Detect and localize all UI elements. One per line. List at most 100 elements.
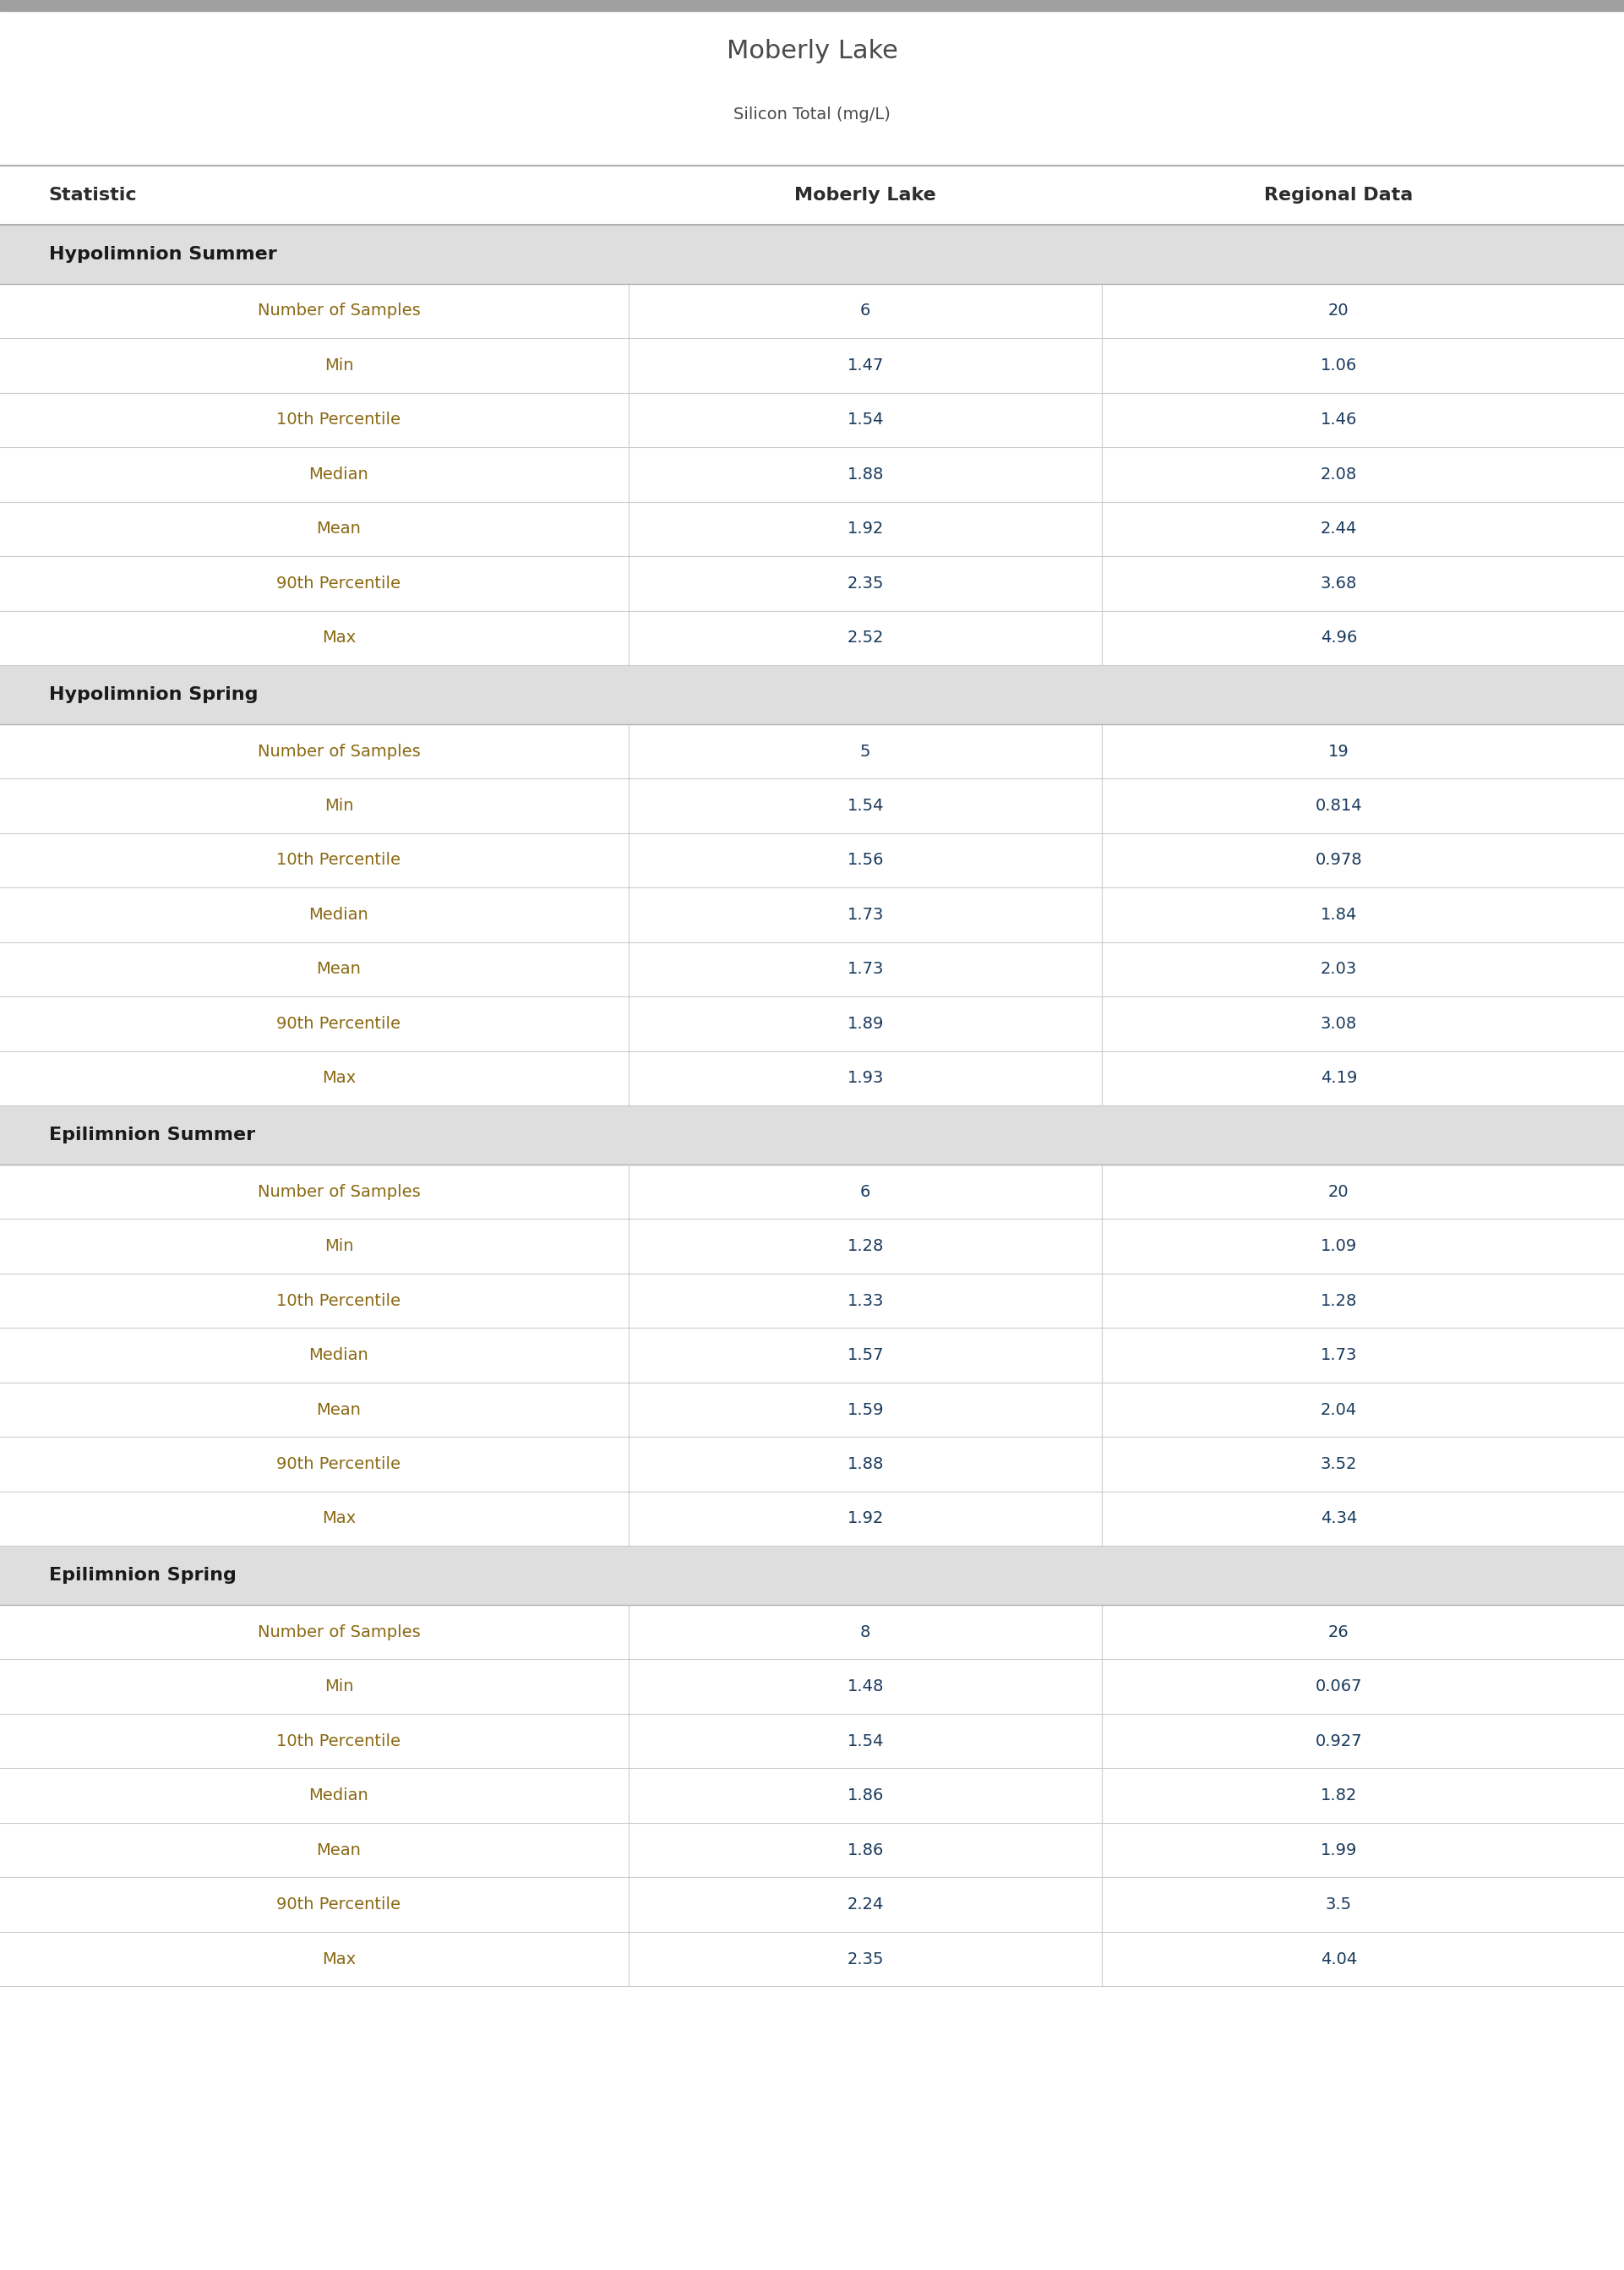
Text: 0.978: 0.978 xyxy=(1315,851,1363,869)
Text: 6: 6 xyxy=(861,1183,870,1201)
Text: 4.34: 4.34 xyxy=(1320,1510,1358,1528)
Text: 1.54: 1.54 xyxy=(848,797,883,815)
Text: Epilimnion Spring: Epilimnion Spring xyxy=(49,1566,235,1584)
Text: 1.47: 1.47 xyxy=(848,356,883,375)
Text: 3.08: 3.08 xyxy=(1320,1015,1358,1033)
Bar xyxy=(0,502,1624,556)
Text: 1.56: 1.56 xyxy=(848,851,883,869)
Text: 1.92: 1.92 xyxy=(848,1510,883,1528)
Text: Moberly Lake: Moberly Lake xyxy=(794,186,937,204)
Bar xyxy=(0,997,1624,1051)
Text: 0.067: 0.067 xyxy=(1315,1678,1363,1696)
Text: Number of Samples: Number of Samples xyxy=(257,742,421,760)
Text: 1.86: 1.86 xyxy=(848,1786,883,1805)
Text: 10th Percentile: 10th Percentile xyxy=(276,1292,401,1310)
Text: 1.59: 1.59 xyxy=(848,1401,883,1419)
Bar xyxy=(0,779,1624,833)
Bar xyxy=(0,338,1624,393)
Bar xyxy=(0,611,1624,665)
Text: 1.88: 1.88 xyxy=(848,1455,883,1473)
Text: Number of Samples: Number of Samples xyxy=(257,1183,421,1201)
Text: Min: Min xyxy=(325,1237,354,1255)
Bar xyxy=(0,393,1624,447)
Text: 1.89: 1.89 xyxy=(848,1015,883,1033)
Text: Median: Median xyxy=(309,906,369,924)
Text: 1.93: 1.93 xyxy=(848,1069,883,1087)
Bar xyxy=(0,1382,1624,1437)
Text: Number of Samples: Number of Samples xyxy=(257,1623,421,1641)
Bar xyxy=(0,942,1624,997)
Text: Median: Median xyxy=(309,1786,369,1805)
Text: Regional Data: Regional Data xyxy=(1263,186,1413,204)
Text: 2.52: 2.52 xyxy=(848,629,883,647)
Text: Max: Max xyxy=(322,629,356,647)
Text: Moberly Lake: Moberly Lake xyxy=(726,39,898,64)
Text: Min: Min xyxy=(325,797,354,815)
Text: Epilimnion Summer: Epilimnion Summer xyxy=(49,1126,255,1144)
Text: Min: Min xyxy=(325,1678,354,1696)
Bar xyxy=(0,1437,1624,1491)
Text: 8: 8 xyxy=(861,1623,870,1641)
Text: Max: Max xyxy=(322,1069,356,1087)
Bar xyxy=(0,1273,1624,1328)
Text: 19: 19 xyxy=(1328,742,1350,760)
Text: 3.5: 3.5 xyxy=(1325,1895,1351,1914)
Bar xyxy=(0,1932,1624,1986)
Bar xyxy=(0,1328,1624,1382)
Bar xyxy=(0,556,1624,611)
Text: 1.92: 1.92 xyxy=(848,520,883,538)
Bar xyxy=(0,1051,1624,1105)
Text: 90th Percentile: 90th Percentile xyxy=(276,574,401,592)
Text: Max: Max xyxy=(322,1510,356,1528)
Bar xyxy=(0,0,1624,11)
Text: 1.73: 1.73 xyxy=(848,960,883,978)
Text: 20: 20 xyxy=(1328,302,1350,320)
Text: 1.99: 1.99 xyxy=(1320,1841,1358,1859)
Text: Min: Min xyxy=(325,356,354,375)
Text: 4.04: 4.04 xyxy=(1320,1950,1358,1968)
Text: Mean: Mean xyxy=(317,1841,361,1859)
Text: 1.06: 1.06 xyxy=(1320,356,1358,375)
Bar xyxy=(0,665,1624,724)
Text: 10th Percentile: 10th Percentile xyxy=(276,851,401,869)
Text: 1.86: 1.86 xyxy=(848,1841,883,1859)
Text: 2.24: 2.24 xyxy=(848,1895,883,1914)
Text: 1.33: 1.33 xyxy=(848,1292,883,1310)
Text: 1.82: 1.82 xyxy=(1320,1786,1358,1805)
Text: 26: 26 xyxy=(1328,1623,1350,1641)
Text: 4.19: 4.19 xyxy=(1320,1069,1358,1087)
Bar xyxy=(0,1659,1624,1714)
Text: 1.28: 1.28 xyxy=(848,1237,883,1255)
Bar xyxy=(0,724,1624,779)
Text: Hypolimnion Summer: Hypolimnion Summer xyxy=(49,245,276,263)
Text: Max: Max xyxy=(322,1950,356,1968)
Text: 2.35: 2.35 xyxy=(848,1950,883,1968)
Text: Silicon Total (mg/L): Silicon Total (mg/L) xyxy=(734,107,890,123)
Bar xyxy=(0,1605,1624,1659)
Text: 1.54: 1.54 xyxy=(848,1732,883,1750)
Bar xyxy=(0,225,1624,284)
Text: Hypolimnion Spring: Hypolimnion Spring xyxy=(49,686,258,704)
Bar xyxy=(0,284,1624,338)
Bar xyxy=(0,1165,1624,1219)
Text: Statistic: Statistic xyxy=(49,186,136,204)
Text: 3.52: 3.52 xyxy=(1320,1455,1358,1473)
Text: 90th Percentile: 90th Percentile xyxy=(276,1015,401,1033)
Text: 6: 6 xyxy=(861,302,870,320)
Text: 4.96: 4.96 xyxy=(1320,629,1358,647)
Text: Median: Median xyxy=(309,1346,369,1364)
Text: Mean: Mean xyxy=(317,520,361,538)
Bar xyxy=(0,1768,1624,1823)
Bar xyxy=(0,1219,1624,1273)
Text: 0.814: 0.814 xyxy=(1315,797,1363,815)
Bar xyxy=(0,1823,1624,1877)
Text: 90th Percentile: 90th Percentile xyxy=(276,1895,401,1914)
Text: Mean: Mean xyxy=(317,1401,361,1419)
Text: 2.44: 2.44 xyxy=(1320,520,1358,538)
Text: 1.09: 1.09 xyxy=(1320,1237,1358,1255)
Text: 10th Percentile: 10th Percentile xyxy=(276,411,401,429)
Text: 1.57: 1.57 xyxy=(848,1346,883,1364)
Bar xyxy=(0,1491,1624,1546)
Text: 1.84: 1.84 xyxy=(1320,906,1358,924)
Text: 90th Percentile: 90th Percentile xyxy=(276,1455,401,1473)
